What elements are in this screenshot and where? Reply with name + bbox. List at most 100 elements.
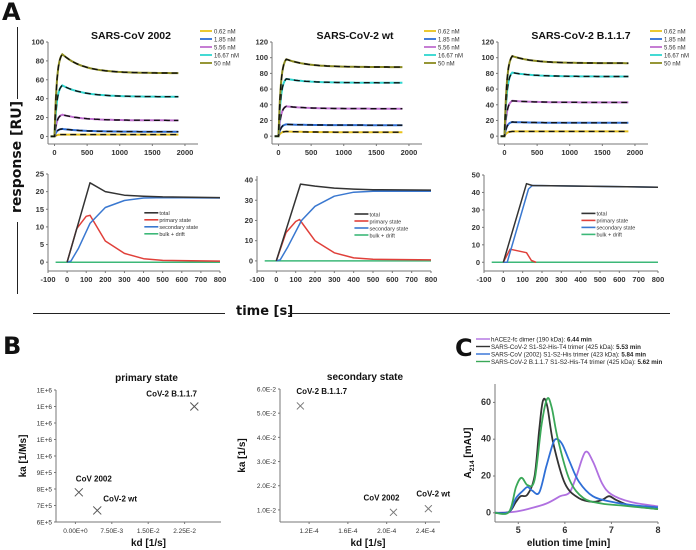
x-tick-label: 700 — [405, 275, 418, 284]
series-line — [502, 182, 659, 263]
y-axis-label: ka [1/s] — [237, 438, 248, 472]
axes-A-top-3: 0 20 40 60 80 100 120 0 500 1000 1500 2000 — [481, 38, 648, 157]
x-tick-label: 2000 — [177, 148, 194, 157]
y-tick-label: 9E+5 — [37, 470, 53, 477]
y-axis-label: A214 [mAU] — [463, 428, 476, 479]
fit-line — [50, 84, 179, 138]
fit-line — [274, 78, 403, 137]
legend-label: 1.85 nM — [664, 38, 686, 44]
chart-title: secondary state — [327, 372, 404, 383]
y-tick-label: 1.0E-2 — [257, 507, 277, 514]
y-tick-label: 20 — [36, 187, 44, 196]
point-label: CoV 2002 — [76, 474, 113, 483]
chart-title: primary state — [115, 373, 178, 384]
x-axis-label: kd [1/s] — [350, 538, 385, 549]
x-tick-label: 300 — [555, 275, 568, 284]
x-tick-label: 700 — [195, 275, 208, 284]
y-tick-label: 6E+5 — [37, 520, 53, 527]
x-tick-label: 800 — [425, 275, 438, 284]
y-tick-label: 0 — [40, 258, 44, 267]
fit-line — [50, 128, 179, 138]
x-tick-label: 0 — [274, 275, 278, 284]
x-tick-label: 5 — [516, 525, 521, 535]
fit-line — [50, 113, 179, 138]
x-tick-label: 100 — [289, 275, 302, 284]
xlabel-line-left — [33, 313, 225, 314]
y-tick-label: 40 — [36, 94, 44, 103]
x-tick-label: 500 — [305, 148, 318, 157]
y-tick-label: 20 — [481, 471, 491, 481]
y-tick-label: 1E+6 — [37, 421, 53, 428]
y-tick-label: 60 — [481, 397, 491, 407]
panel-letter-a: A — [2, 0, 21, 26]
fit-line — [500, 130, 629, 137]
y-tick-label: 1E+6 — [37, 388, 53, 395]
x-tick-label: 1500 — [368, 148, 385, 157]
y-tick-label: 0 — [40, 132, 44, 141]
y-tick-label: 5 — [40, 240, 44, 249]
x-axis-label: kd [1/s] — [131, 538, 166, 549]
point-label: CoV-2 wt — [416, 490, 450, 499]
y-tick-label: 60 — [486, 85, 494, 94]
axes-B-1: 6E+5 7E+5 8E+5 9E+5 1E+6 1E+6 1E+6 1E+6 1E+6 0.00… — [37, 388, 221, 535]
chart-title: SARS-CoV-2 B.1.1.7 — [531, 30, 630, 42]
legend-label: 0.62 nM — [438, 30, 460, 36]
y-tick-label: 0 — [476, 258, 480, 267]
y-tick-label: 20 — [36, 113, 44, 122]
y-tick-label: 50 — [472, 171, 480, 180]
legend-label: bulk + drift — [369, 233, 395, 239]
x-tick-label: 100 — [80, 275, 93, 284]
x-tick-label: 1.6E-4 — [338, 528, 358, 535]
legend-label: 5.56 nM — [664, 46, 686, 52]
y-tick-label: 20 — [486, 116, 494, 125]
y-tick-label: 120 — [255, 38, 268, 47]
y-tick-label: 2.0E-2 — [257, 483, 277, 490]
y-tick-label: 10 — [36, 222, 44, 231]
fit-line — [500, 100, 629, 137]
x-tick-label: 1500 — [144, 148, 161, 157]
series-line — [50, 113, 179, 138]
x-tick-label: 400 — [574, 275, 587, 284]
chart-title: SARS-CoV-2 wt — [316, 30, 394, 42]
chart-title: SARS-CoV 2002 — [91, 30, 171, 42]
legend-label: 5.56 nM — [214, 46, 236, 52]
y-tick-label: 0 — [249, 256, 253, 265]
y-tick-label: 8E+5 — [37, 487, 53, 494]
panel-letter-b: B — [3, 332, 22, 360]
x-tick-label: 200 — [309, 275, 322, 284]
fit-line — [274, 123, 403, 137]
legend-label: 16.67 nM — [214, 54, 239, 60]
legend-label: bulk + drift — [159, 232, 185, 238]
legend-label: 50 nM — [214, 62, 231, 68]
series-line — [494, 397, 659, 515]
y-tick-label: 1E+6 — [37, 437, 53, 444]
point-label: CoV-2 B.1.1.7 — [296, 387, 347, 396]
x-tick-label: 600 — [176, 275, 189, 284]
legend-label: SARS-CoV-2 B.1.1.7 S1-S2-His-T4 trimer (… — [491, 359, 662, 366]
x-tick-label: 600 — [386, 275, 399, 284]
scatter-point — [424, 504, 433, 513]
legend-label: primary state — [369, 219, 401, 225]
legend-label: 0.62 nM — [214, 30, 236, 36]
series-line — [274, 123, 403, 138]
y-tick-label: 40 — [245, 176, 253, 185]
legend-label: SARS-CoV (2002) S1-S2-His trimer (423 kD… — [491, 351, 646, 358]
x-tick-label: -100 — [476, 275, 491, 284]
x-tick-label: 7.50E-3 — [100, 528, 123, 535]
x-tick-label: 400 — [347, 275, 360, 284]
series-line — [500, 120, 629, 138]
x-tick-label: 1.50E-2 — [137, 528, 160, 535]
axes-B-2: 1.0E-2 2.0E-2 3.0E-2 4.0E-2 5.0E-2 6.0E-2 1.2E… — [257, 387, 440, 535]
legend-label: hACE2-fc dimer (190 kDa): 6.44 min — [491, 336, 592, 343]
legend-label: 5.56 nM — [438, 46, 460, 52]
xlabel-line-right — [288, 313, 670, 314]
x-tick-label: -100 — [249, 275, 264, 284]
x-tick-label: 2.25E-2 — [173, 528, 196, 535]
y-tick-label: 25 — [36, 170, 44, 179]
legend-label: 0.62 nM — [664, 30, 686, 36]
scatter-point — [296, 402, 305, 410]
x-tick-label: 1500 — [594, 148, 611, 157]
y-tick-label: 80 — [36, 56, 44, 65]
axes-A-bottom-3: 0 10 20 30 40 50 -100 0 100 200 300 400 500 600 700 800 — [472, 171, 665, 285]
y-tick-label: 60 — [260, 85, 268, 94]
